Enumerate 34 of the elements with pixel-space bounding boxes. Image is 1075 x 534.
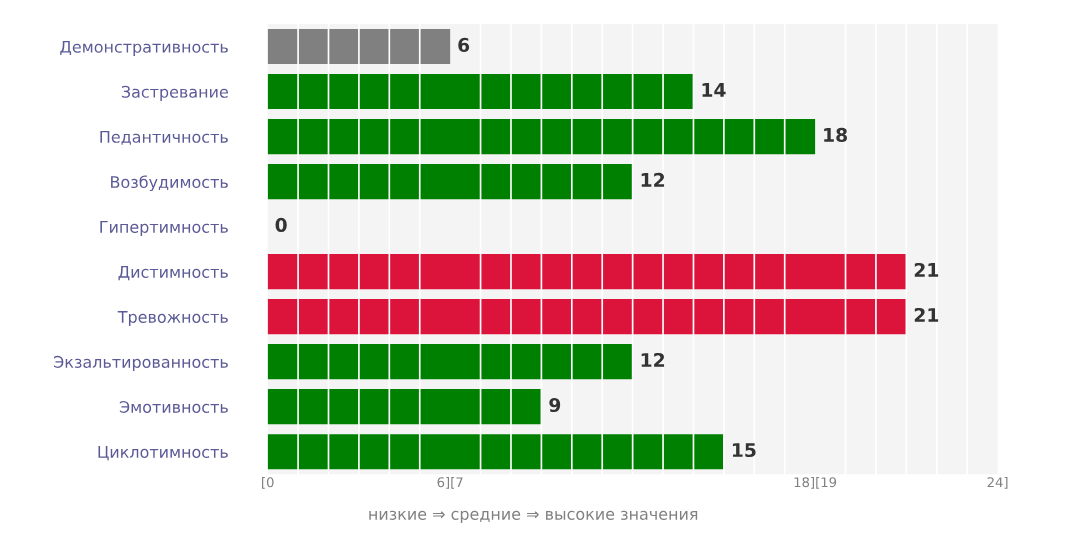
x-tick-label: [0: [262, 476, 274, 489]
data-label: 21: [914, 307, 939, 322]
y-tick-label: Возбудимость: [111, 175, 228, 192]
bar: [267, 434, 724, 470]
bar: [267, 119, 816, 155]
y-tick-label: Эмотивность: [119, 400, 228, 413]
data-label: 18: [824, 127, 847, 143]
y-tick-label: Циклотимность: [98, 446, 228, 461]
bar: [267, 389, 542, 425]
data-label: 6: [458, 37, 470, 52]
x-tick-label: 6][7: [437, 476, 463, 489]
x-tick-label: 18][19: [794, 476, 837, 489]
bar: [267, 299, 907, 335]
y-tick-label: Педантичность: [100, 130, 228, 145]
x-tick-label: 24]: [987, 476, 1008, 489]
bar: [267, 28, 451, 65]
y-tick-label: Застревание: [121, 85, 228, 101]
data-label: 9: [549, 397, 561, 413]
data-label: 15: [732, 443, 756, 458]
y-tick-label: Демонстративность: [60, 40, 228, 56]
y-tick-label: Гипертимность: [100, 221, 228, 236]
data-label: 12: [641, 172, 665, 187]
y-tick-label: Дистимность: [118, 266, 228, 281]
text: низкие ⇒ средние ⇒ высокие значения: [369, 510, 698, 524]
bar: [267, 254, 907, 290]
data-label: 14: [702, 83, 726, 97]
bar: [267, 344, 633, 380]
y-tick-label: Тревожность: [117, 311, 228, 327]
data-label: 0: [275, 217, 287, 233]
bar: [267, 74, 694, 110]
y-tick-label: Экзальтированность: [53, 355, 228, 372]
data-label: 12: [641, 352, 665, 367]
data-label: 21: [914, 262, 939, 277]
bar: [267, 164, 633, 200]
